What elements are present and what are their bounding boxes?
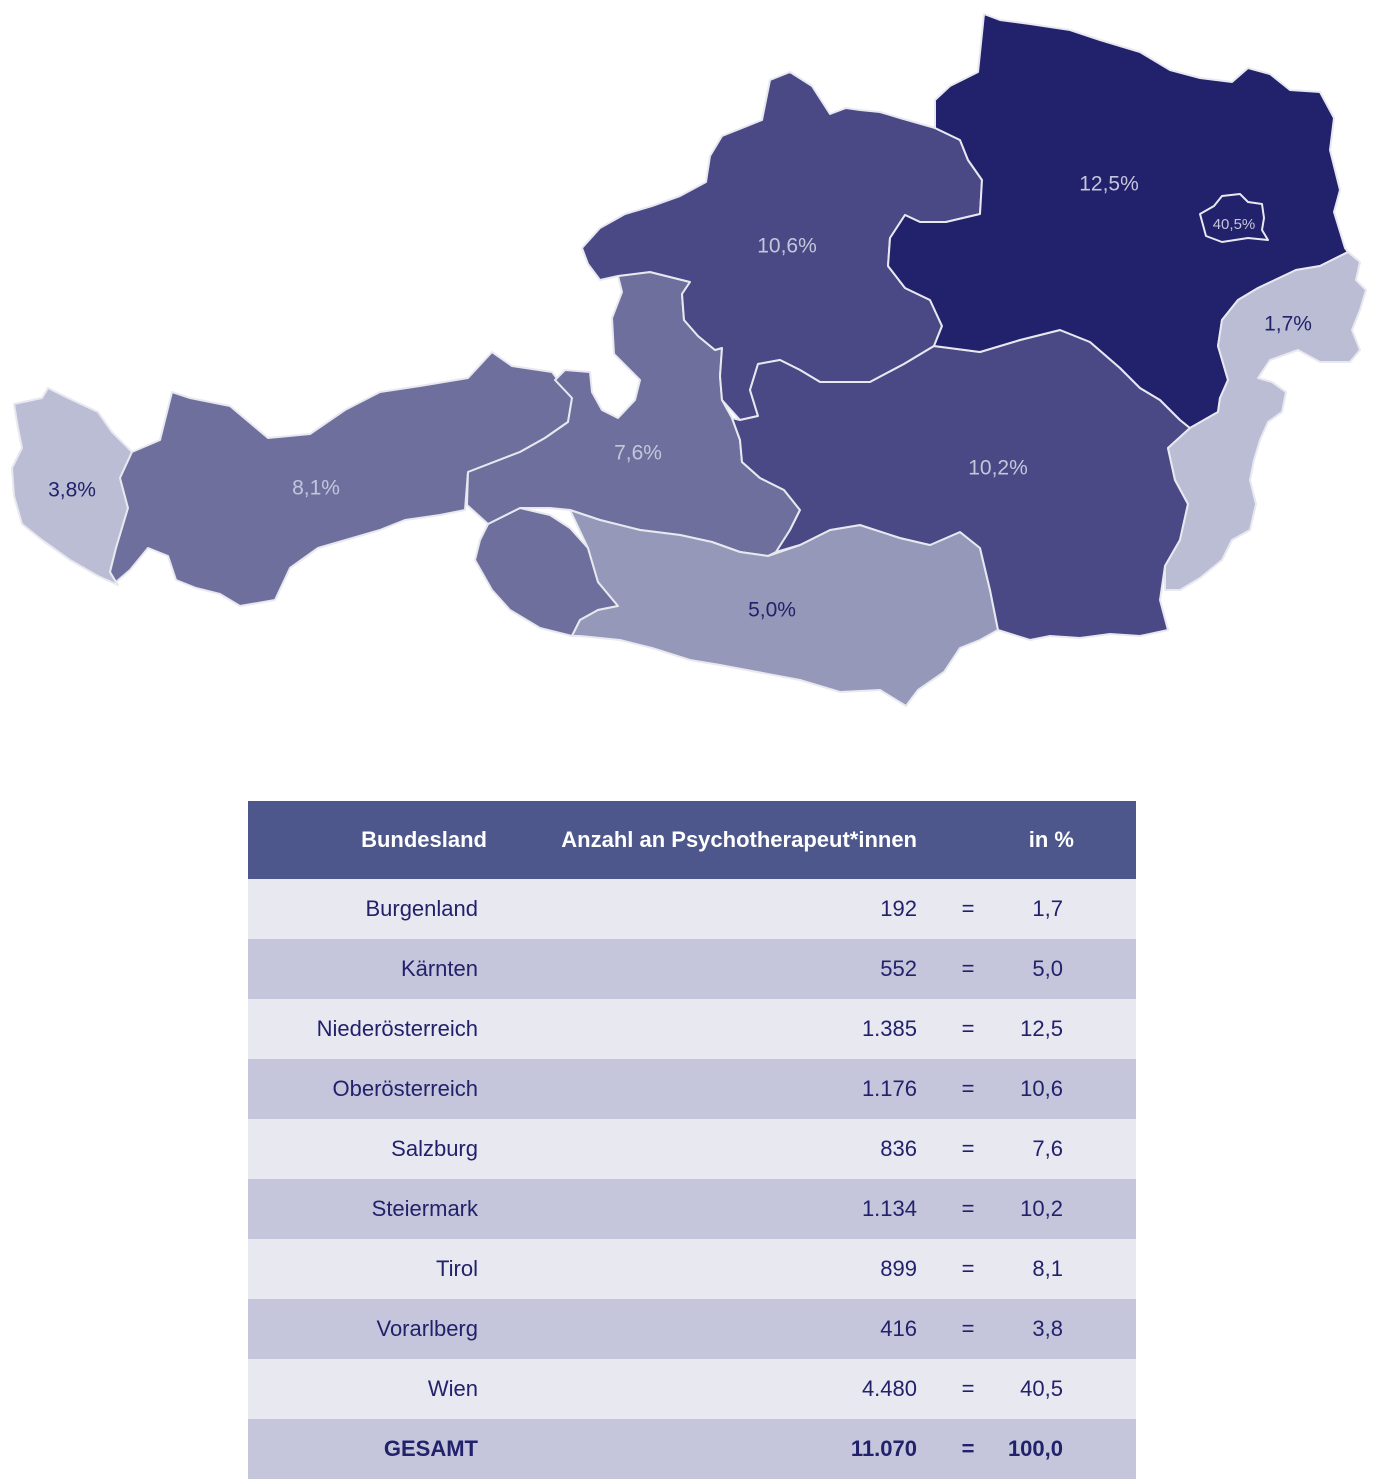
table-header: Bundesland Anzahl an Psychotherapeut*inn… xyxy=(248,801,1136,879)
cell-anzahl: 192 xyxy=(880,896,917,921)
table-row: Tirol 899 = 8,1 xyxy=(248,1239,1136,1299)
label-niederoesterreich: 12,5% xyxy=(1079,173,1139,196)
label-salzburg: 7,6% xyxy=(614,442,662,465)
cell-prozent: 7,6 xyxy=(1032,1136,1063,1161)
cell-anzahl: 1.134 xyxy=(861,1196,917,1221)
cell-prozent: 10,2 xyxy=(1020,1196,1063,1221)
cell-equals: = xyxy=(961,1136,975,1161)
table-row: Vorarlberg 416 = 3,8 xyxy=(248,1299,1136,1359)
table-row: Burgenland 192 = 1,7 xyxy=(248,879,1136,939)
cell-bundesland: Vorarlberg xyxy=(376,1316,478,1341)
table-total-row: GESAMT 11.070 = 100,0 xyxy=(248,1419,1136,1479)
cell-prozent: 40,5 xyxy=(1020,1376,1063,1401)
region-kaernten[interactable] xyxy=(569,509,999,707)
label-kaernten: 5,0% xyxy=(748,599,796,622)
cell-prozent: 1,7 xyxy=(1032,896,1063,921)
austria-map: 3,8% 8,1% 7,6% 5,0% 10,6% 10,2% 12,5% 40… xyxy=(11,13,1367,707)
label-steiermark: 10,2% xyxy=(968,457,1028,480)
cell-equals: = xyxy=(961,1376,975,1401)
cell-anzahl: 899 xyxy=(880,1256,917,1281)
cell-prozent: 3,8 xyxy=(1032,1316,1063,1341)
cell-prozent: 8,1 xyxy=(1032,1256,1063,1281)
cell-bundesland: Steiermark xyxy=(371,1196,478,1221)
cell-anzahl: 552 xyxy=(880,956,917,981)
cell-anzahl: 416 xyxy=(880,1316,917,1341)
cell-equals: = xyxy=(961,1256,975,1281)
cell-prozent: 10,6 xyxy=(1020,1076,1063,1101)
table-row: Salzburg 836 = 7,6 xyxy=(248,1119,1136,1179)
cell-equals: = xyxy=(961,896,975,921)
cell-equals: = xyxy=(961,1316,975,1341)
table-row: Wien 4.480 = 40,5 xyxy=(248,1359,1136,1419)
header-anzahl: Anzahl an Psychotherapeut*innen xyxy=(561,827,917,852)
region-wien[interactable] xyxy=(1199,193,1269,243)
statistics-table: Bundesland Anzahl an Psychotherapeut*inn… xyxy=(248,801,1136,1479)
cell-gesamt-anzahl: 11.070 xyxy=(850,1436,917,1461)
cell-anzahl: 4.480 xyxy=(861,1376,917,1401)
cell-equals: = xyxy=(961,956,975,981)
cell-equals: = xyxy=(961,1196,975,1221)
cell-bundesland: Kärnten xyxy=(400,956,478,981)
label-oberoesterreich: 10,6% xyxy=(757,235,817,258)
cell-prozent: 5,0 xyxy=(1032,956,1063,981)
label-burgenland: 1,7% xyxy=(1264,313,1312,336)
cell-bundesland: Niederösterreich xyxy=(316,1016,478,1041)
cell-gesamt-prozent: 100,0 xyxy=(1007,1436,1063,1461)
cell-bundesland: Tirol xyxy=(436,1256,478,1281)
table-row: Niederösterreich 1.385 = 12,5 xyxy=(248,999,1136,1059)
cell-bundesland: Oberösterreich xyxy=(332,1076,478,1101)
region-burgenland[interactable] xyxy=(1164,251,1367,591)
cell-anzahl: 836 xyxy=(880,1136,917,1161)
cell-equals: = xyxy=(961,1436,975,1461)
table-row: Kärnten 552 = 5,0 xyxy=(248,939,1136,999)
label-wien: 40,5% xyxy=(1213,216,1256,233)
label-tirol: 8,1% xyxy=(292,477,340,500)
cell-gesamt-label: GESAMT xyxy=(383,1436,478,1461)
cell-equals: = xyxy=(961,1076,975,1101)
cell-prozent: 12,5 xyxy=(1020,1016,1063,1041)
cell-bundesland: Wien xyxy=(427,1376,478,1401)
cell-anzahl: 1.176 xyxy=(861,1076,917,1101)
header-bundesland: Bundesland xyxy=(361,827,487,852)
cell-anzahl: 1.385 xyxy=(861,1016,917,1041)
table-row: Steiermark 1.134 = 10,2 xyxy=(248,1179,1136,1239)
cell-equals: = xyxy=(961,1016,975,1041)
label-vorarlberg: 3,8% xyxy=(48,479,96,502)
cell-bundesland: Salzburg xyxy=(391,1136,478,1161)
header-prozent: in % xyxy=(1028,827,1074,852)
table-row: Oberösterreich 1.176 = 10,6 xyxy=(248,1059,1136,1119)
cell-bundesland: Burgenland xyxy=(365,896,478,921)
